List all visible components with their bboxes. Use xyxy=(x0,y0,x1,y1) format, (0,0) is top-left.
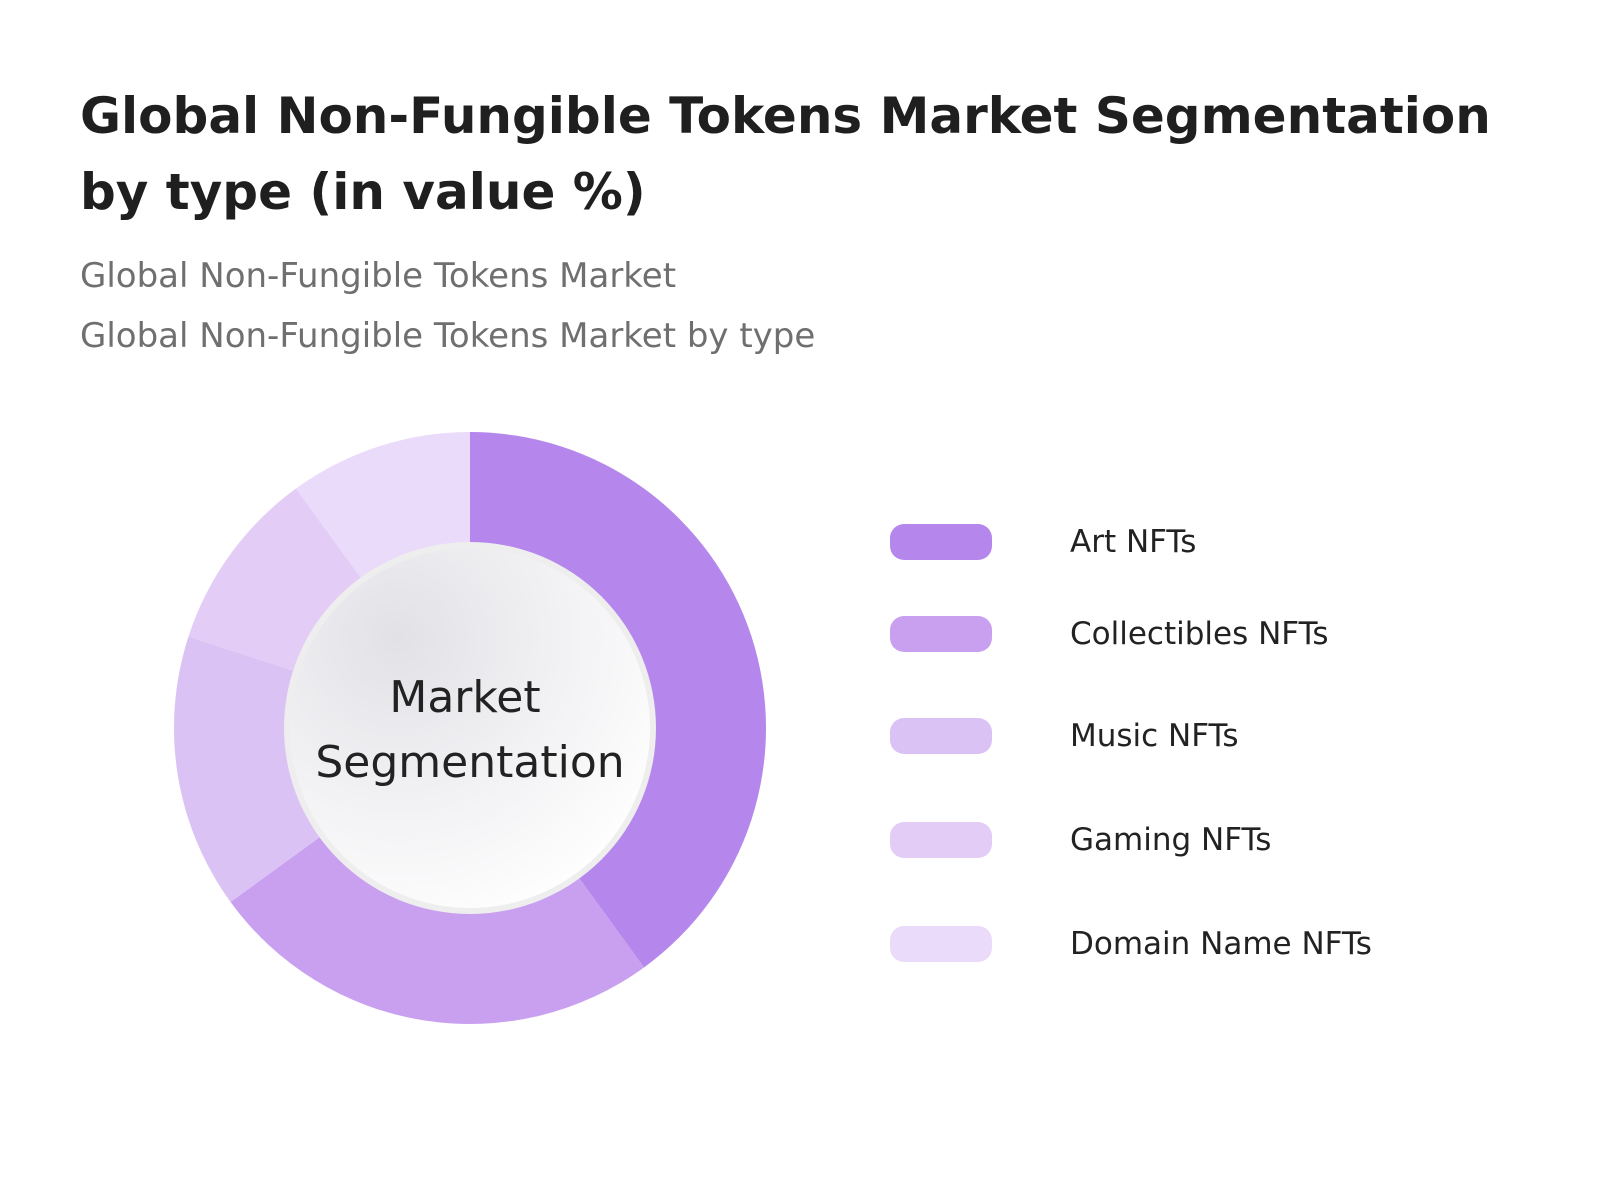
center-label-line1: Market xyxy=(389,672,540,723)
donut-slice-music-nfts xyxy=(173,636,322,902)
chart-subtitle-1: Global Non-Fungible Tokens Market xyxy=(80,256,677,296)
legend-swatch xyxy=(890,718,992,754)
legend-item-gaming: Gaming NFTs xyxy=(890,822,1450,862)
chart-subtitle-2: Global Non-Fungible Tokens Market by typ… xyxy=(80,316,816,356)
legend-item-music: Music NFTs xyxy=(890,718,1450,758)
legend-label: Music NFTs xyxy=(1070,718,1239,754)
legend-label: Domain Name NFTs xyxy=(1070,926,1372,962)
donut-slice-collectibles-nfts xyxy=(230,836,644,1024)
legend-swatch xyxy=(890,822,992,858)
donut-slice-gaming-nfts xyxy=(188,488,362,672)
center-label-line2: Segmentation xyxy=(315,737,624,788)
legend-label: Art NFTs xyxy=(1070,524,1197,560)
donut-slices xyxy=(173,432,767,1024)
donut-center-disc xyxy=(290,548,650,908)
legend-swatch xyxy=(890,524,992,560)
donut-slice-art-nfts xyxy=(470,432,767,968)
legend-label: Gaming NFTs xyxy=(1070,822,1272,858)
legend-label: Collectibles NFTs xyxy=(1070,616,1329,652)
legend-item-collectibles: Collectibles NFTs xyxy=(890,616,1450,656)
legend-swatch xyxy=(890,616,992,652)
chart-title: Global Non-Fungible Tokens Market Segmen… xyxy=(80,87,1491,221)
legend-item-art: Art NFTs xyxy=(890,524,1450,564)
legend-item-domain-name: Domain Name NFTs xyxy=(890,926,1450,966)
legend-swatch xyxy=(890,926,992,962)
donut-slice-domain-name-nfts xyxy=(296,432,470,580)
